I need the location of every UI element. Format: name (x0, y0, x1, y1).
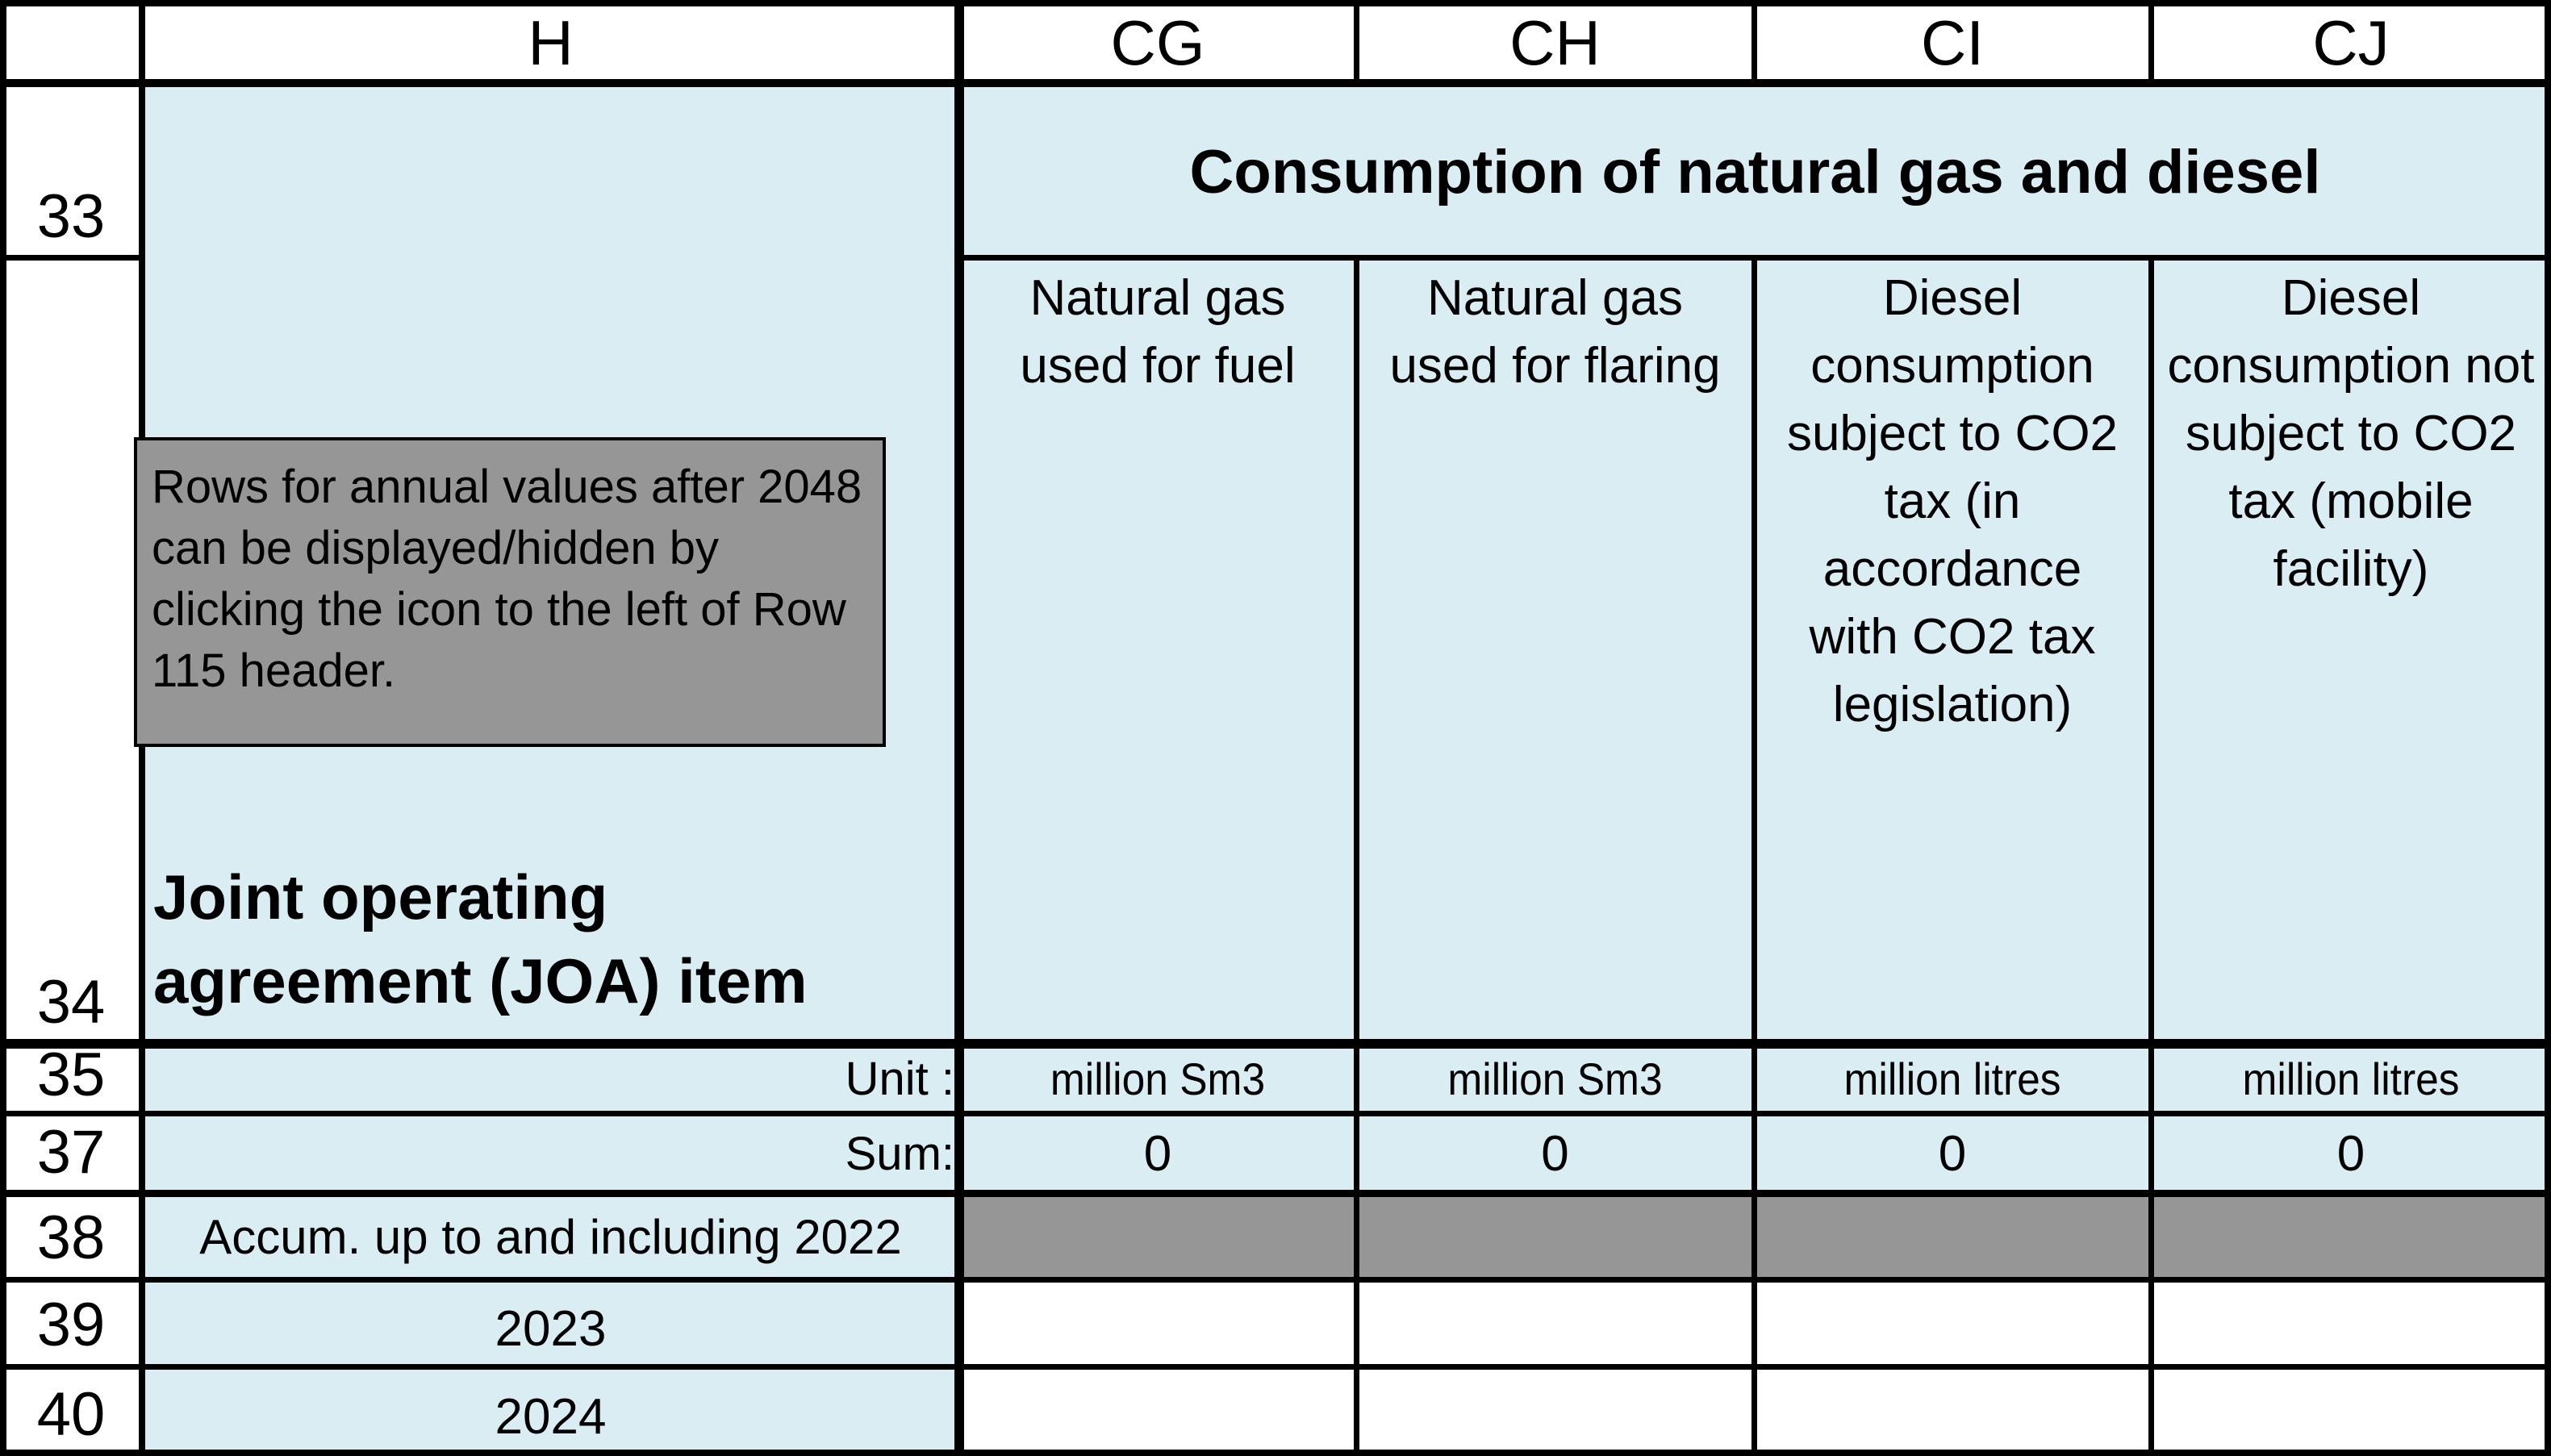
accum-label[interactable]: Accum. up to and including 2022 (142, 1194, 959, 1279)
sum-cell-ch[interactable]: 0 (1356, 1113, 1754, 1194)
row-header-37[interactable]: 37 (0, 1113, 142, 1194)
accum-cell-cg[interactable] (959, 1194, 1356, 1279)
sum-label[interactable]: Sum: (142, 1113, 959, 1194)
sum-cell-ci[interactable]: 0 (1754, 1113, 2151, 1194)
input-cell-2023-cj[interactable] (2151, 1279, 2551, 1366)
grid-line (1354, 0, 1359, 86)
grid-line (0, 1450, 2551, 1456)
column-header-cj[interactable]: CJ (2151, 0, 2551, 86)
unit-cell-cg[interactable]: million Sm3 (959, 1044, 1356, 1113)
corner-cell[interactable] (0, 0, 142, 86)
sum-cell-cj[interactable]: 0 (2151, 1113, 2551, 1194)
grid-line (2545, 0, 2551, 1456)
input-cell-2023-ch[interactable] (1356, 1279, 1754, 1366)
unit-value: million litres (1843, 1053, 2061, 1104)
grid-line (0, 1364, 2551, 1370)
grid-line (0, 1277, 2551, 1283)
note-box[interactable]: Rows for annual values after 2048 can be… (134, 437, 886, 747)
column-header-h[interactable]: H (142, 0, 959, 86)
column-label-diesel-co2-tax[interactable]: Diesel consumption subject to CO2 tax (i… (1754, 258, 2151, 1044)
grid-line (0, 1111, 2551, 1116)
unit-cell-ch[interactable]: million Sm3 (1356, 1044, 1754, 1113)
grid-line (0, 0, 2551, 6)
grid-line (2148, 258, 2154, 1456)
unit-cell-cj[interactable]: million litres (2151, 1044, 2551, 1113)
accum-cell-ci[interactable] (1754, 1194, 2151, 1279)
grid-line (1751, 0, 1757, 86)
input-cell-2024-ch[interactable] (1356, 1366, 1754, 1456)
grid-line (954, 0, 964, 1456)
input-cell-2024-cg[interactable] (959, 1366, 1356, 1456)
input-cell-2023-ci[interactable] (1754, 1279, 2151, 1366)
column-header-cg[interactable]: CG (959, 0, 1356, 86)
year-cell-2023[interactable]: 2023 (142, 1279, 959, 1366)
input-cell-2023-cg[interactable] (959, 1279, 1356, 1366)
column-header-ci[interactable]: CI (1754, 0, 2151, 86)
column-header-ch[interactable]: CH (1356, 0, 1754, 86)
sum-cell-cg[interactable]: 0 (959, 1113, 1356, 1194)
grid-line (1354, 258, 1359, 1456)
joa-item-label: Joint operating agreement (JOA) item (153, 862, 808, 1016)
row-header-40[interactable]: 40 (0, 1366, 142, 1456)
input-cell-2024-cj[interactable] (2151, 1366, 2551, 1456)
unit-value: million Sm3 (1447, 1053, 1663, 1104)
unit-value: million litres (2242, 1053, 2460, 1104)
column-label-diesel-no-co2-tax[interactable]: Diesel consumption not subject to CO2 ta… (2151, 258, 2551, 1044)
row-header-33[interactable]: 33 (0, 86, 142, 258)
row-header-35[interactable]: 35 (0, 1041, 142, 1113)
section-title[interactable]: Consumption of natural gas and diesel (959, 86, 2551, 258)
unit-label[interactable]: Unit : (142, 1044, 959, 1113)
accum-cell-ch[interactable] (1356, 1194, 1754, 1279)
unit-value: million Sm3 (1050, 1053, 1266, 1104)
grid-line (1751, 258, 1757, 1456)
row-header-38[interactable]: 38 (0, 1194, 142, 1279)
grid-line (0, 1039, 2551, 1049)
grid-line (2148, 0, 2154, 86)
accum-cell-cj[interactable] (2151, 1194, 2551, 1279)
grid-line (0, 1190, 2551, 1197)
grid-line (0, 0, 6, 1456)
column-label-natural-gas-flaring[interactable]: Natural gas used for flaring (1356, 258, 1754, 1044)
grid-line (0, 255, 142, 261)
row-header-39[interactable]: 39 (0, 1279, 142, 1366)
column-label-natural-gas-fuel[interactable]: Natural gas used for fuel (959, 258, 1356, 1044)
row-header-34[interactable]: 34 (0, 258, 142, 1044)
grid-line (959, 255, 2551, 261)
grid-line (0, 79, 2551, 87)
input-cell-2024-ci[interactable] (1754, 1366, 2151, 1456)
year-cell-2024[interactable]: 2024 (142, 1366, 959, 1456)
unit-cell-ci[interactable]: million litres (1754, 1044, 2151, 1113)
